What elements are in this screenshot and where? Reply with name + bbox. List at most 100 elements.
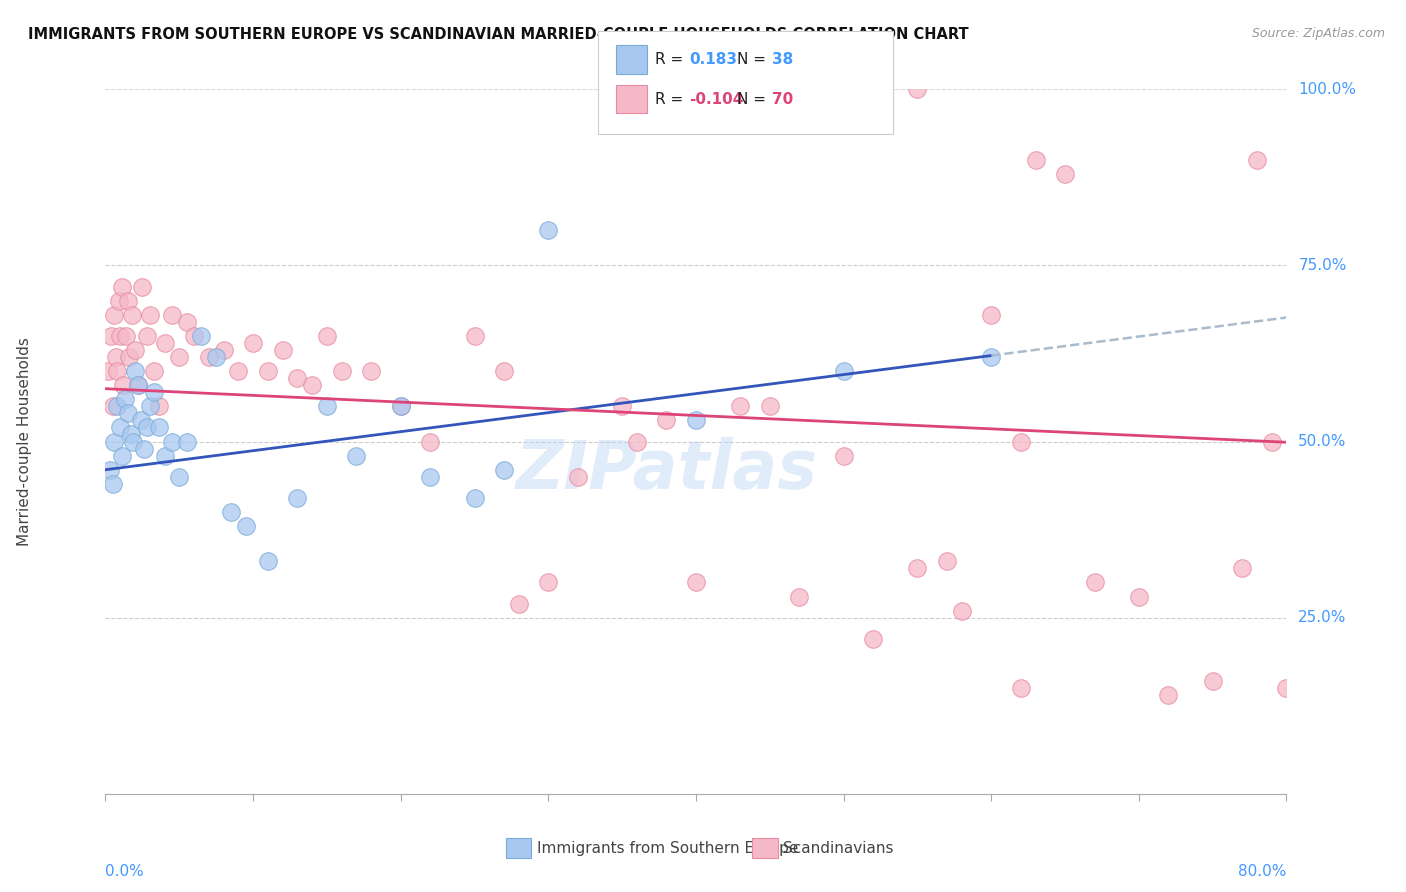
Point	[492, 364, 515, 378]
Text: N =: N =	[737, 53, 770, 67]
Text: -0.104: -0.104	[689, 92, 744, 106]
Point	[1010, 681, 1032, 696]
Point	[117, 293, 139, 308]
Point	[464, 328, 486, 343]
Point	[169, 350, 191, 364]
Point	[980, 350, 1002, 364]
Point	[105, 399, 128, 413]
Point	[685, 575, 707, 590]
Point	[107, 293, 129, 308]
Point	[135, 328, 157, 343]
Point	[176, 315, 198, 329]
Point	[346, 449, 368, 463]
Point	[419, 469, 441, 483]
Point	[257, 364, 280, 378]
Point	[271, 343, 294, 357]
Point	[862, 632, 884, 646]
Point	[122, 434, 145, 449]
Point	[1010, 434, 1032, 449]
Text: 25.0%: 25.0%	[1298, 610, 1347, 625]
Point	[115, 328, 138, 343]
Point	[907, 561, 929, 575]
Point	[832, 364, 855, 378]
Point	[1201, 674, 1223, 689]
Point	[612, 399, 634, 413]
Point	[1246, 153, 1268, 167]
Point	[101, 476, 124, 491]
Point	[832, 449, 855, 463]
Point	[138, 399, 162, 413]
Text: IMMIGRANTS FROM SOUTHERN EUROPE VS SCANDINAVIAN MARRIED-COUPLE HOUSEHOLDS CORREL: IMMIGRANTS FROM SOUTHERN EUROPE VS SCAND…	[28, 27, 969, 42]
Point	[685, 413, 707, 427]
Point	[97, 364, 120, 378]
Point	[389, 399, 412, 413]
Text: 70: 70	[772, 92, 793, 106]
Point	[907, 82, 929, 96]
Point	[143, 385, 166, 400]
Point	[117, 406, 139, 420]
Point	[153, 449, 176, 463]
Point	[537, 575, 560, 590]
Point	[101, 399, 124, 413]
Point	[759, 399, 782, 413]
Point	[419, 434, 441, 449]
Point	[111, 449, 134, 463]
Text: Married-couple Households: Married-couple Households	[17, 337, 32, 546]
Point	[257, 554, 280, 568]
Point	[169, 469, 191, 483]
Point	[110, 328, 132, 343]
Point	[205, 350, 228, 364]
Text: 0.0%: 0.0%	[105, 864, 145, 880]
Point	[787, 590, 810, 604]
Point	[301, 378, 323, 392]
Point	[110, 420, 132, 434]
Text: 100.0%: 100.0%	[1298, 82, 1357, 96]
Text: 80.0%: 80.0%	[1239, 864, 1286, 880]
Point	[160, 434, 183, 449]
Point	[242, 335, 264, 350]
Point	[153, 335, 176, 350]
Point	[1275, 681, 1298, 696]
Point	[330, 364, 353, 378]
Point	[464, 491, 486, 505]
Text: Scandinavians: Scandinavians	[783, 841, 894, 855]
Point	[197, 350, 219, 364]
Point	[148, 399, 170, 413]
Point	[127, 378, 149, 392]
Text: Immigrants from Southern Europe: Immigrants from Southern Europe	[537, 841, 799, 855]
Text: Source: ZipAtlas.com: Source: ZipAtlas.com	[1251, 27, 1385, 40]
Text: 50.0%: 50.0%	[1298, 434, 1347, 449]
Point	[655, 413, 678, 427]
Point	[567, 469, 589, 483]
Point	[132, 442, 155, 456]
Text: 38: 38	[772, 53, 793, 67]
Point	[127, 378, 149, 392]
Point	[135, 420, 157, 434]
Point	[143, 364, 166, 378]
Point	[103, 308, 125, 322]
Point	[118, 350, 141, 364]
Point	[124, 364, 146, 378]
Point	[176, 434, 198, 449]
Point	[131, 279, 153, 293]
Point	[104, 350, 127, 364]
Point	[287, 371, 309, 385]
Point	[112, 378, 135, 392]
Point	[105, 364, 128, 378]
Point	[730, 399, 752, 413]
Point	[120, 427, 142, 442]
Point	[492, 463, 515, 477]
Point	[121, 308, 143, 322]
Point	[129, 413, 152, 427]
Point	[936, 554, 959, 568]
Point	[124, 343, 146, 357]
Point	[235, 519, 257, 533]
Point	[508, 597, 530, 611]
Point	[228, 364, 250, 378]
Text: ZIPatlas: ZIPatlas	[516, 437, 817, 503]
Point	[190, 328, 212, 343]
Point	[1157, 688, 1180, 702]
Point	[537, 223, 560, 237]
Point	[138, 308, 162, 322]
Text: R =: R =	[655, 53, 689, 67]
